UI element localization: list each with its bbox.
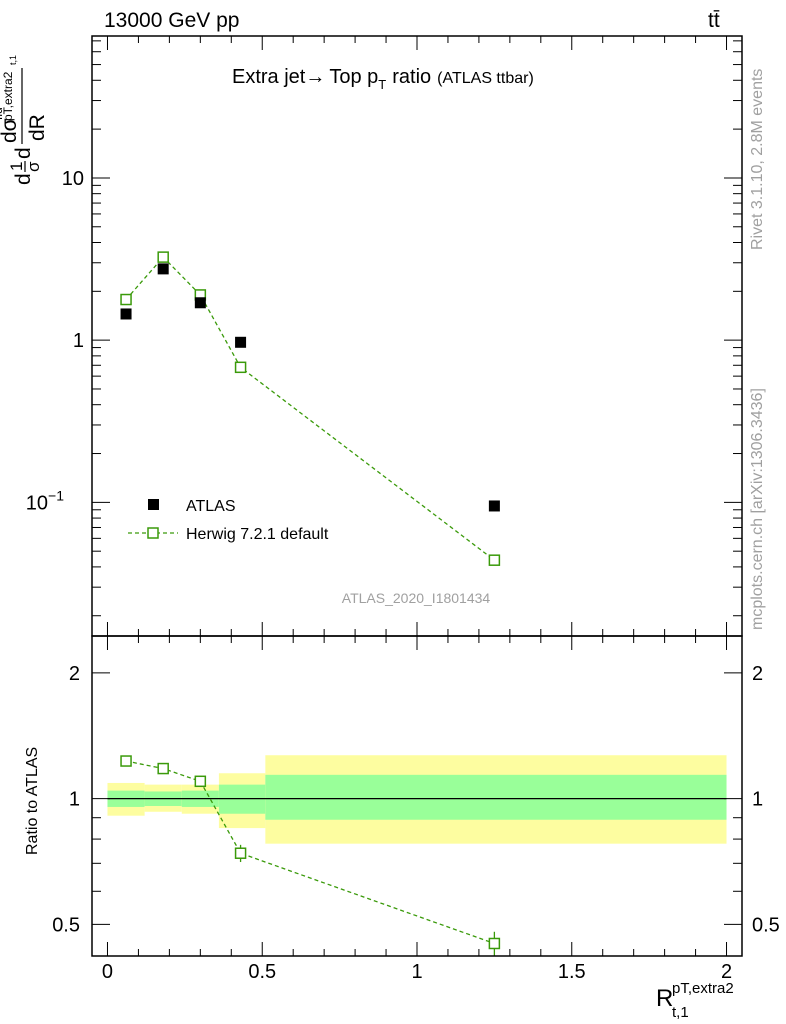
legend-atlas-marker [148,499,159,510]
legend: ATLAS Herwig 7.2.1 default [128,498,329,543]
ratio-y-tick-label-left: 0.5 [52,914,80,936]
svg-text:d: d [12,173,35,185]
x-label-superscript: pT,extra2 [672,980,734,997]
ratio-band-green [265,774,727,820]
chart-title-top: Top p [329,66,378,88]
main-plot-area [120,251,501,566]
chart-title-arrow: → [305,66,325,88]
atlas-point [488,500,500,512]
ratio-herwig-point [488,937,501,950]
ratio-plot-area [120,755,501,956]
x-tick-label: 0.5 [248,961,276,983]
herwig-point [120,293,132,306]
ratio-herwig-point [157,762,169,775]
x-axis-label: R pT,extra2 t,1 [656,980,734,1021]
herwig-line [125,256,495,561]
ratio-y-tick-label-left: 2 [69,663,80,685]
herwig-point [157,251,169,263]
rivet-version-label: Rivet 3.1.10, 2.8M events [749,69,766,250]
y-label-d1: d [12,173,35,185]
legend-herwig-label: Herwig 7.2.1 default [186,526,329,543]
y-label-one: 1 [7,162,26,171]
ratio-y-axis-label: Ratio to ATLAS [24,747,41,855]
main-plot-frame [91,35,743,637]
chart-subtitle: (ATLAS ttbar) [437,70,534,87]
ratio-y-tick-label-right: 2 [752,663,763,685]
y-tick-label: 10−1 [26,487,64,514]
chart-title-ratio: ratio [392,66,431,88]
y-label-dsigma: dσ [0,118,21,143]
atlas-point [157,263,169,275]
x-label-subscript: t,1 [672,1004,689,1021]
y-tick-label: 1 [73,330,84,352]
ratio-y-tick-label-right: 1 [752,789,763,811]
y-label-dR: dR [26,114,49,141]
ratio-herwig-point [120,755,132,767]
analysis-watermark: ATLAS_2020_I1801434 [342,590,491,606]
y-label-pt-extra2: pT,extra2 [1,71,15,121]
atlas-point [235,336,247,348]
energy-label: 13000 GeV pp [104,9,239,32]
x-tick-label: 1.5 [558,961,586,983]
ratio-herwig-point [194,775,207,788]
chart-title: Extra jet→ Top pT ratio (ATLAS ttbar) [232,66,534,92]
y-label-sigma: σ [24,161,43,172]
x-label-R: R [656,985,673,1012]
ratio-herwig-point [234,847,247,859]
atlas-point [194,297,206,309]
ratio-y-tick-label-right: 0.5 [752,914,780,936]
mcplots-source-label: mcplots.cern.ch [arXiv:1306.3436] [749,388,766,630]
y-axis-label: d 1 σ d dσ fid pT,extra2 t,1 dR [0,55,49,185]
y-label-fid: fid [0,107,5,120]
process-label: tt̄ [708,9,720,32]
herwig-point [488,554,501,566]
y-tick-label: 10 [62,168,84,190]
ratio-y-tick-label-left: 1 [69,789,80,811]
legend-herwig-marker [147,527,159,539]
legend-atlas-label: ATLAS [186,498,236,515]
y-label-d2: d [12,147,35,159]
herwig-point [234,361,247,374]
x-tick-label: 0 [102,961,113,983]
y-label-t1: t,1 [8,55,18,65]
x-tick-label: 1 [411,961,422,983]
x-tick-label: 2 [721,961,732,983]
atlas-point [120,308,132,320]
chart-title-main: Extra jet [232,66,306,88]
chart-title-sub: T [378,77,386,92]
